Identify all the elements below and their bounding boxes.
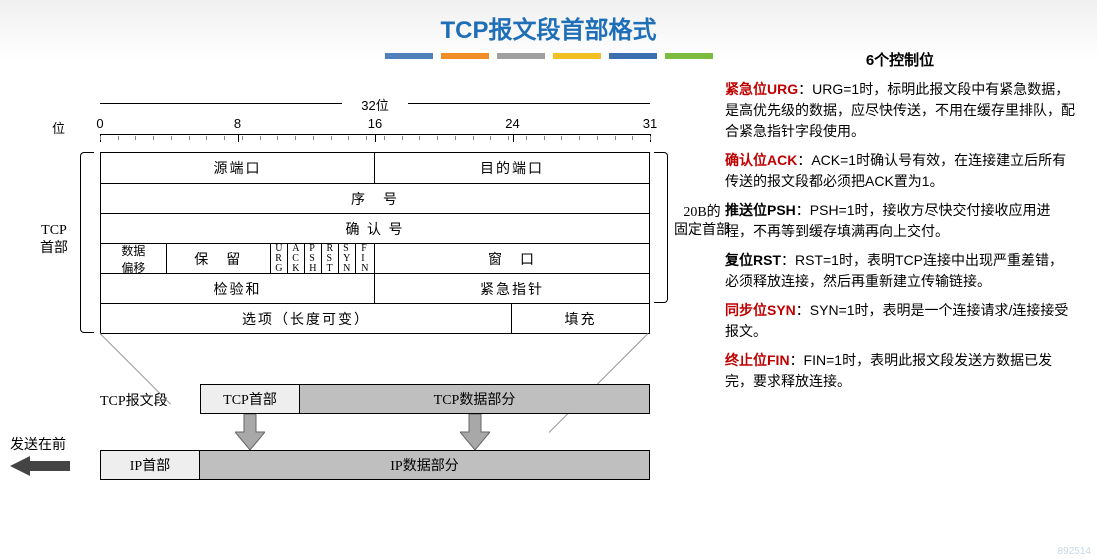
hdr-field: URG [271,244,288,273]
down-arrow-icon [460,414,490,450]
tcp-data-box: TCP数据部分 [300,384,650,414]
side-label-tcp-header: TCP首部 [40,222,68,258]
hdr-field: FIN [356,244,375,273]
down-arrow-icon [235,414,265,450]
hdr-field: 保 留 [167,244,271,273]
control-bit-desc: 推送位PSH：PSH=1时，接收方尽快交付接收应用进程，不再等到缓存填满再向上交… [725,200,1075,242]
hdr-field: 紧急指针 [375,274,649,303]
tcp-header-box: TCP首部 [200,384,300,414]
width-32bit-label: 32位 [100,95,650,114]
hdr-field: 填充 [512,304,649,333]
page-title: TCP报文段首部格式 [0,0,1097,45]
tcp-segment-label: TCP报文段 [100,390,168,410]
control-bit-desc: 紧急位URG：URG=1时，标明此报文段中有紧急数据，是高优先级的数据，应尽快传… [725,79,1075,142]
hdr-field: 检验和 [101,274,375,303]
hdr-field: RST [322,244,339,273]
side-label-20b-fixed: 20B的固定首部 [672,204,732,240]
left-arrow-icon [10,456,70,476]
hdr-field: PSH [305,244,322,273]
hdr-field: ACK [288,244,305,273]
send-first-label: 发送在前 [10,434,66,454]
header-fields-table: 源端口目的端口序 号确 认 号数据偏移保 留URGACKPSHRSTSYNFIN… [100,152,650,334]
encapsulation-diagram: TCP报文段 TCP首部 TCP数据部分 发送在前 IP首部 IP数据部分 [100,384,720,480]
control-bits-panel: 6个控制位 紧急位URG：URG=1时，标明此报文段中有紧急数据，是高优先级的数… [725,50,1085,400]
bit-scale: 位 08162431 [100,118,650,152]
control-bit-desc: 复位RST：RST=1时，表明TCP连接中出现严重差错，必须释放连接，然后再重新… [725,250,1075,292]
control-bit-desc: 同步位SYN：SYN=1时，表明是一个连接请求/连接接受报文。 [725,300,1075,342]
control-bit-desc: 确认位ACK：ACK=1时确认号有效，在连接建立后所有传送的报文段都必须把ACK… [725,150,1075,192]
right-brace [654,152,668,303]
control-bits-title: 6个控制位 [725,50,1075,73]
hdr-field: 目的端口 [375,153,649,183]
hdr-field: 选项（长度可变） [101,304,512,333]
hdr-field: 源端口 [101,153,375,183]
watermark: 892514 [1058,546,1091,557]
hdr-field: 确 认 号 [101,214,649,243]
hdr-field: 数据偏移 [101,244,167,273]
left-brace [80,152,94,333]
control-bit-desc: 终止位FIN：FIN=1时，表明此报文段发送方数据已发完，要求释放连接。 [725,350,1075,392]
hdr-field: SYN [339,244,356,273]
ip-data-box: IP数据部分 [200,450,650,480]
hdr-field: 窗 口 [375,244,649,273]
tcp-header-diagram: 32位 位 08162431 TCP首部 源端口目的端口序 号确 认 号数据偏移… [0,95,720,480]
ip-header-box: IP首部 [100,450,200,480]
hdr-field: 序 号 [101,184,649,213]
